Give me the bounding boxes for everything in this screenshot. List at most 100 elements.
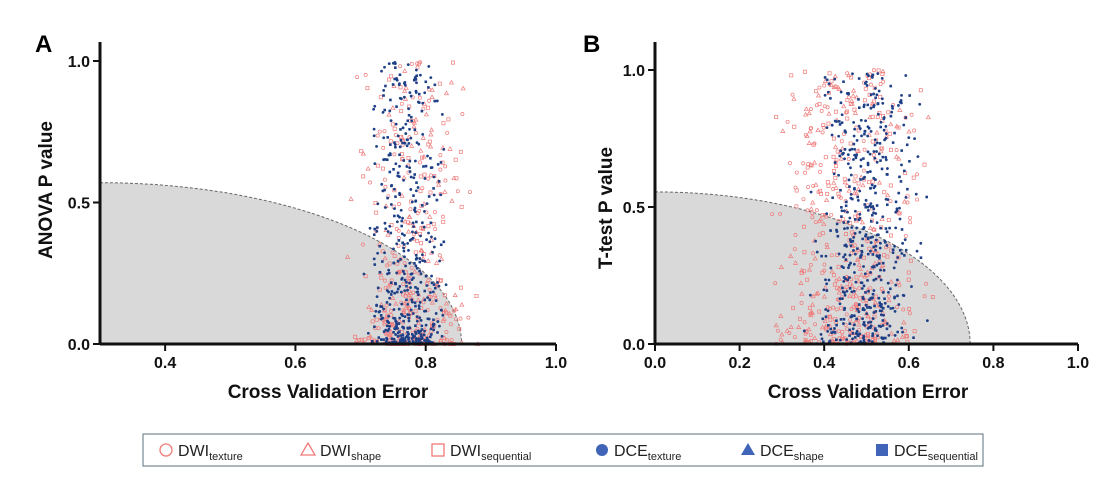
- dce-point: [900, 326, 904, 330]
- dwi-point: [811, 251, 815, 256]
- dce-point: [871, 332, 875, 336]
- dce-point: [814, 239, 817, 243]
- dce-point: [829, 96, 832, 100]
- dce-point: [867, 339, 871, 342]
- dwi-point: [897, 283, 902, 288]
- dwi-point: [876, 179, 883, 185]
- dce-point: [424, 80, 428, 84]
- dce-point: [843, 227, 846, 231]
- dce-point: [863, 203, 867, 206]
- dwi-point: [896, 155, 902, 161]
- dce-point: [844, 204, 848, 208]
- dwi-point: [861, 168, 866, 173]
- dwi-point: [823, 155, 828, 160]
- dce-point: [375, 304, 378, 307]
- dwi-point: [438, 278, 443, 283]
- dce-point: [835, 323, 838, 327]
- dwi-point: [459, 285, 463, 290]
- dce-point: [867, 126, 871, 130]
- dwi-point: [441, 219, 446, 224]
- dwi-point: [806, 110, 812, 116]
- dce-point: [825, 289, 829, 292]
- dce-point: [879, 278, 883, 282]
- dce-point: [406, 302, 410, 306]
- dce-point: [878, 309, 882, 313]
- dce-point: [893, 131, 896, 135]
- dwi-point: [401, 292, 405, 297]
- shaded-region-boundary: [654, 191, 971, 345]
- dwi-point: [410, 95, 415, 100]
- dwi-point: [773, 281, 778, 286]
- dwi-point: [426, 105, 430, 110]
- dwi-point: [841, 335, 847, 341]
- dce-point: [848, 328, 851, 332]
- dce-point: [858, 332, 862, 336]
- dce-point: [854, 154, 858, 158]
- dwi-point: [443, 300, 449, 306]
- dwi-point: [836, 329, 841, 334]
- dce-point: [866, 103, 870, 107]
- legend-label: DCEtexture: [614, 443, 681, 463]
- dce-point: [884, 227, 888, 230]
- y-tick-label: 1.0: [623, 63, 645, 80]
- dce-point: [835, 222, 839, 226]
- dce-point: [875, 93, 879, 97]
- dce-point: [839, 149, 843, 153]
- dce-point: [843, 129, 847, 133]
- dce-point: [919, 241, 923, 245]
- dce-point: [881, 306, 885, 310]
- dce-point: [882, 128, 886, 132]
- dce-point: [394, 333, 397, 336]
- dce-point: [378, 244, 382, 248]
- dwi-point: [377, 287, 382, 292]
- dce-point: [409, 175, 413, 179]
- dwi-point: [393, 300, 399, 306]
- dce-point: [381, 260, 384, 263]
- dwi-point: [804, 133, 810, 138]
- dce-point: [426, 317, 430, 321]
- dce-point: [395, 242, 399, 246]
- shaded-region-fill: [100, 182, 462, 344]
- dce-point: [422, 225, 426, 229]
- dce-point: [835, 230, 839, 234]
- dwi-point: [882, 253, 887, 258]
- dce-point: [389, 203, 393, 206]
- dwi-point: [918, 88, 923, 93]
- dwi-point: [426, 224, 431, 229]
- dwi-point: [854, 257, 861, 262]
- dwi-point: [808, 263, 813, 267]
- dce-point: [881, 215, 885, 219]
- dwi-point: [865, 313, 871, 319]
- dce-point: [381, 316, 384, 320]
- dce-point: [852, 121, 856, 124]
- dce-point: [403, 289, 407, 293]
- dwi-point: [363, 72, 368, 77]
- dce-point: [872, 150, 876, 153]
- dwi-point: [842, 179, 848, 185]
- dce-point: [848, 253, 852, 257]
- dwi-point: [415, 297, 421, 302]
- dce-point: [860, 287, 864, 290]
- dce-point: [866, 278, 869, 282]
- dce-point: [423, 91, 427, 95]
- dwi-point: [843, 322, 848, 327]
- dwi-point: [836, 264, 841, 269]
- dce-point: [414, 231, 418, 234]
- dce-point: [444, 283, 448, 287]
- dce-point: [846, 210, 849, 214]
- x-tick-label: 0.4: [154, 355, 176, 372]
- dce-point: [913, 137, 916, 140]
- dce-point: [396, 134, 400, 138]
- dwi-point: [428, 127, 435, 132]
- dce-point: [373, 263, 377, 266]
- dce-point: [399, 257, 402, 261]
- dce-point: [889, 114, 893, 118]
- dwi-point: [446, 310, 452, 316]
- dwi-point: [819, 108, 824, 113]
- dce-point: [438, 324, 441, 328]
- dce-point: [827, 82, 831, 86]
- dce-point: [884, 158, 888, 162]
- dce-point: [880, 97, 884, 101]
- dce-point: [400, 219, 404, 223]
- dce-point: [840, 206, 843, 209]
